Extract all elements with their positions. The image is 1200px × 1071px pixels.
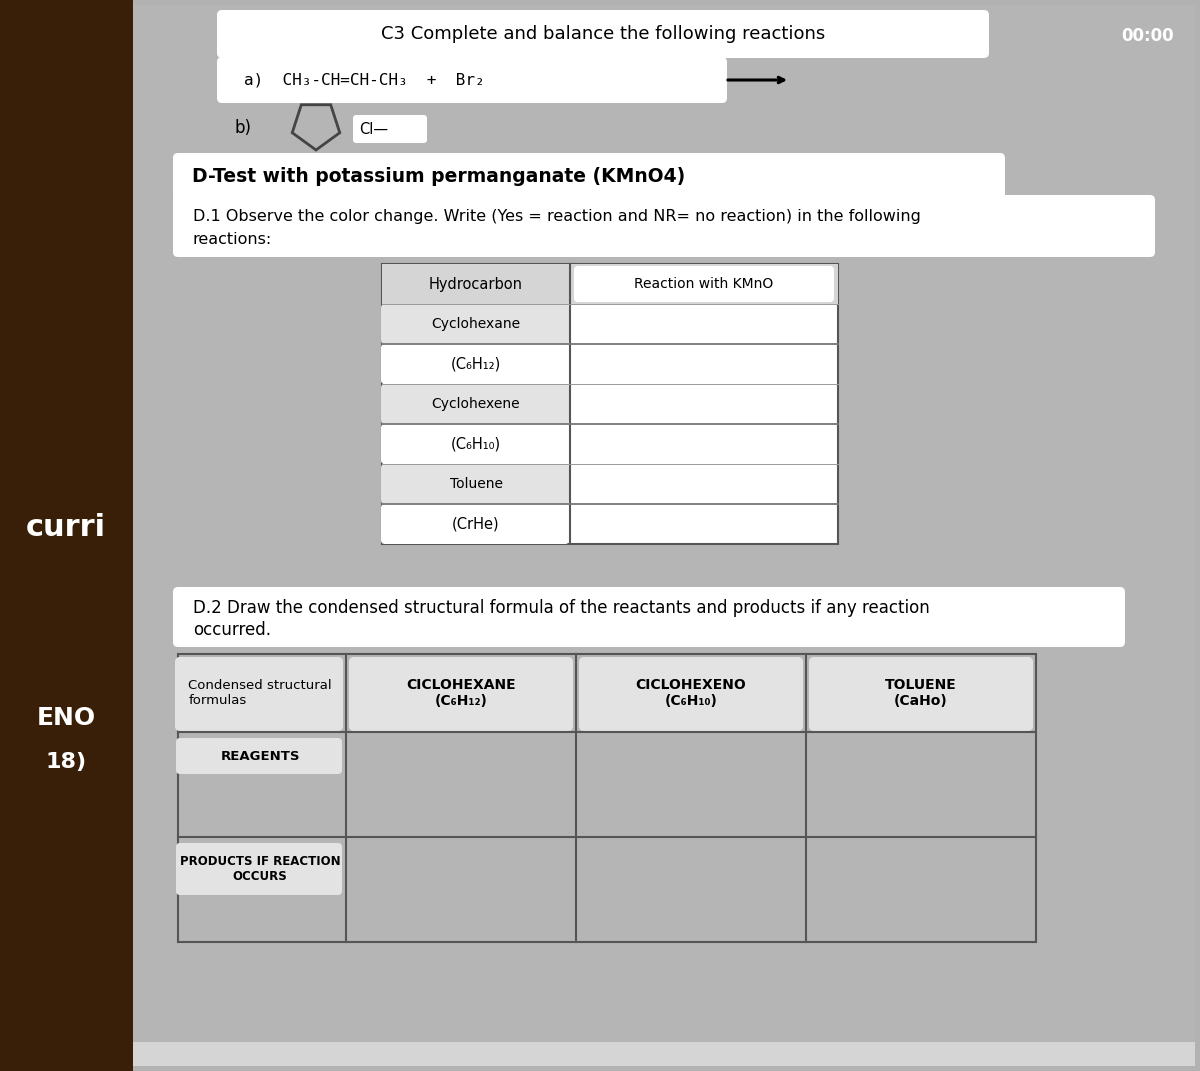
FancyBboxPatch shape: [382, 263, 838, 304]
FancyBboxPatch shape: [382, 464, 569, 504]
FancyBboxPatch shape: [382, 504, 569, 544]
FancyBboxPatch shape: [217, 10, 989, 58]
FancyBboxPatch shape: [809, 657, 1033, 731]
FancyBboxPatch shape: [574, 266, 834, 302]
FancyBboxPatch shape: [176, 843, 342, 895]
Text: PRODUCTS IF REACTION
OCCURS: PRODUCTS IF REACTION OCCURS: [180, 855, 341, 883]
FancyBboxPatch shape: [173, 153, 1006, 201]
FancyBboxPatch shape: [217, 57, 727, 103]
Text: TOLUENE
(CaHo): TOLUENE (CaHo): [886, 678, 956, 708]
Text: b): b): [235, 119, 252, 137]
FancyBboxPatch shape: [382, 384, 569, 424]
Text: D-Test with potassium permanganate (KMnO4): D-Test with potassium permanganate (KMnO…: [192, 167, 685, 186]
FancyBboxPatch shape: [178, 654, 1036, 942]
FancyBboxPatch shape: [173, 587, 1126, 647]
FancyBboxPatch shape: [133, 5, 1195, 1060]
Text: Toluene: Toluene: [450, 477, 503, 491]
FancyBboxPatch shape: [382, 344, 569, 384]
FancyBboxPatch shape: [353, 115, 427, 144]
Text: 18): 18): [46, 752, 86, 772]
Text: C3 Complete and balance the following reactions: C3 Complete and balance the following re…: [380, 25, 826, 43]
Text: ENO: ENO: [36, 706, 96, 730]
Text: Hydrocarbon: Hydrocarbon: [430, 276, 523, 291]
Text: D.1 Observe the color change. Write (Yes = reaction and NR= no reaction) in the : D.1 Observe the color change. Write (Yes…: [193, 209, 920, 224]
FancyBboxPatch shape: [173, 195, 1154, 257]
FancyBboxPatch shape: [349, 657, 574, 731]
Text: REAGENTS: REAGENTS: [221, 750, 300, 763]
FancyBboxPatch shape: [0, 0, 133, 1071]
Text: Reaction with KMnO: Reaction with KMnO: [635, 277, 774, 291]
Text: reactions:: reactions:: [193, 232, 272, 247]
Text: D.2 Draw the condensed structural formula of the reactants and products if any r: D.2 Draw the condensed structural formul…: [193, 599, 930, 617]
Text: Condensed structural
formulas: Condensed structural formulas: [188, 679, 332, 707]
Text: Cl—: Cl—: [359, 121, 388, 136]
FancyBboxPatch shape: [175, 657, 343, 731]
FancyBboxPatch shape: [382, 263, 838, 544]
Text: curri: curri: [26, 513, 106, 543]
Text: Cyclohexene: Cyclohexene: [432, 397, 521, 411]
Text: (CrHe): (CrHe): [452, 516, 500, 531]
Text: (C₆H₁₂): (C₆H₁₂): [451, 357, 502, 372]
Text: occurred.: occurred.: [193, 621, 271, 639]
Text: Cyclohexane: Cyclohexane: [432, 317, 521, 331]
Text: (C₆H₁₀): (C₆H₁₀): [451, 437, 502, 452]
FancyBboxPatch shape: [133, 1042, 1195, 1066]
FancyBboxPatch shape: [580, 657, 803, 731]
FancyBboxPatch shape: [382, 424, 569, 464]
Text: CICLOHEXANE
(C₆H₁₂): CICLOHEXANE (C₆H₁₂): [406, 678, 516, 708]
Text: CICLOHEXENO
(C₆H₁₀): CICLOHEXENO (C₆H₁₀): [636, 678, 746, 708]
Text: a)  CH₃-CH=CH-CH₃  +  Br₂: a) CH₃-CH=CH-CH₃ + Br₂: [244, 73, 485, 88]
FancyBboxPatch shape: [382, 304, 569, 344]
Text: 00:00: 00:00: [1122, 27, 1175, 45]
FancyBboxPatch shape: [176, 738, 342, 774]
